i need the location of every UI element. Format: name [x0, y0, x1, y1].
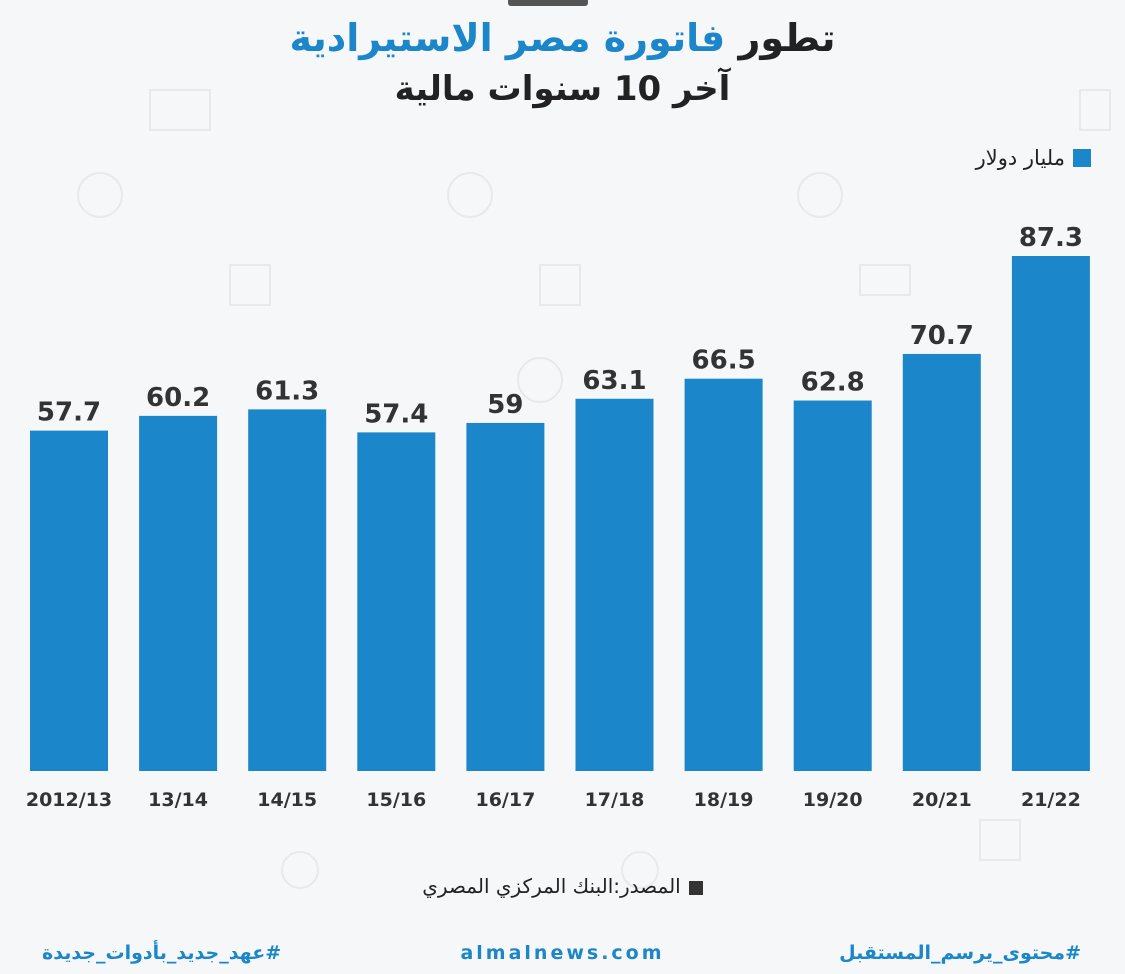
bar-8: [793, 400, 872, 771]
bar-4: [357, 432, 436, 771]
legend-label: مليار دولار: [975, 146, 1065, 170]
x-tick-label-10: 21/22: [1021, 789, 1081, 811]
legend-swatch: [1073, 149, 1091, 167]
data-label-2: 60.2: [146, 383, 210, 413]
bar-3: [248, 409, 327, 771]
x-tick-label-6: 17/18: [585, 789, 645, 811]
bar-6: [575, 398, 654, 771]
x-tick-label-8: 19/20: [803, 789, 863, 811]
data-label-4: 57.4: [364, 399, 428, 429]
bar-7: [684, 378, 763, 771]
chart-title: تطور فاتورة مصر الاستيرادية: [0, 14, 1125, 62]
x-tick-label-9: 20/21: [912, 789, 972, 811]
data-label-7: 66.5: [692, 346, 756, 376]
title-accent: فاتورة مصر الاستيرادية: [289, 16, 726, 60]
footer: #عهد_جديد_بأدوات_جديدة almalnews.com #مح…: [0, 940, 1125, 974]
legend: مليار دولار: [976, 146, 1091, 170]
x-tick-label-4: 15/16: [366, 789, 426, 811]
data-label-1: 57.7: [37, 398, 101, 428]
source-note: المصدر:البنك المركزي المصري: [0, 874, 1125, 898]
bar-5: [466, 422, 545, 771]
bar-1: [30, 430, 108, 771]
footer-hashtag-left[interactable]: #عهد_جديد_بأدوات_جديدة: [42, 942, 282, 964]
x-tick-label-7: 18/19: [694, 789, 754, 811]
title-prefix: تطور: [738, 16, 836, 60]
source-text: المصدر:البنك المركزي المصري: [422, 874, 681, 898]
x-tick-label-1: 2012/13: [26, 789, 112, 811]
data-label-10: 87.3: [1019, 223, 1083, 253]
data-label-3: 61.3: [255, 376, 319, 406]
bar-10: [1011, 256, 1090, 771]
chart-subtitle: آخر 10 سنوات مالية: [394, 69, 731, 109]
footer-hashtag-right[interactable]: #محتوى_يرسم_المستقبل: [839, 942, 1081, 964]
bar-9: [902, 353, 981, 771]
source-bullet: [688, 880, 703, 895]
x-tick-label-3: 14/15: [257, 789, 317, 811]
footer-website-link[interactable]: almalnews.com: [460, 942, 665, 964]
top-tab: [508, 0, 588, 6]
data-label-6: 63.1: [582, 366, 646, 396]
data-label-5: 59: [487, 390, 523, 420]
x-tick-label-5: 16/17: [475, 789, 535, 811]
data-label-9: 70.7: [910, 321, 974, 351]
data-label-8: 62.8: [801, 368, 865, 398]
bar-2: [139, 415, 218, 771]
x-tick-label-2: 13/14: [148, 789, 208, 811]
